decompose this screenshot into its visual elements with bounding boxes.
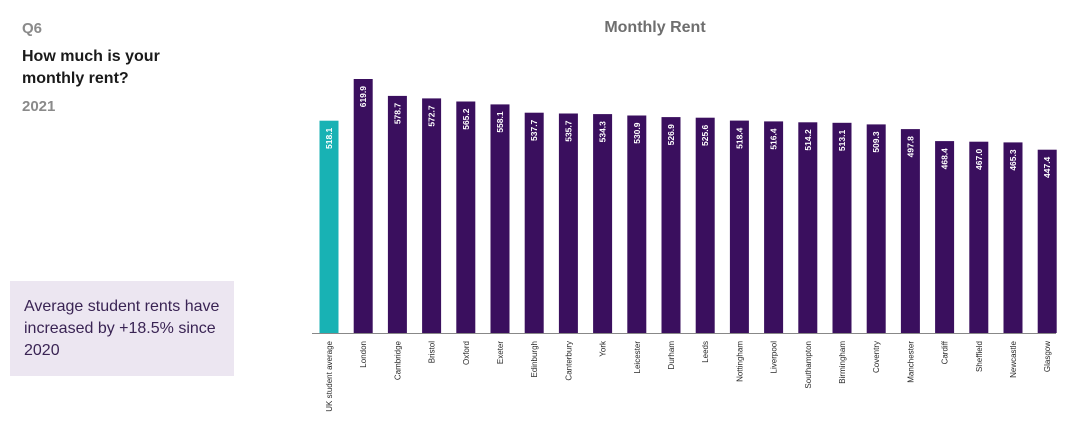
value-label: 509.3 (871, 131, 881, 153)
category-label: York (599, 340, 608, 357)
bar-southampton (798, 122, 818, 333)
category-label: Birmingham (838, 341, 847, 384)
bar-canterbury (558, 113, 578, 333)
bar-cambridge (387, 95, 407, 334)
value-label: 619.9 (358, 86, 368, 108)
year-label: 2021 (22, 98, 56, 115)
category-label: Glasgow (1043, 341, 1052, 372)
value-label: 514.2 (803, 129, 813, 151)
value-label: 518.1 (324, 127, 334, 149)
bar-sheffield (969, 141, 989, 333)
category-label: Canterbury (564, 341, 573, 381)
value-label: 535.7 (563, 120, 573, 142)
bar-london (353, 79, 373, 333)
bar-birmingham (832, 122, 852, 333)
value-label: 537.7 (529, 119, 539, 141)
category-label: Liverpool (770, 341, 779, 374)
bar-coventry (866, 124, 886, 334)
bar-uk-student-average (319, 120, 339, 333)
category-label: Cardiff (941, 340, 950, 364)
value-label: 534.3 (598, 121, 608, 143)
category-label: Bristol (428, 341, 437, 363)
category-label: Southampton (804, 341, 813, 389)
chart-title: Monthly Rent (604, 19, 706, 36)
value-label: 468.4 (940, 148, 950, 170)
category-label: Leicester (633, 341, 642, 374)
question-text: How much is your monthly rent? (22, 48, 160, 87)
bar-cardiff (935, 141, 955, 333)
bar-exeter (490, 104, 510, 334)
category-label: Nottingham (735, 341, 744, 382)
category-label: Exeter (496, 341, 505, 364)
bar-newcastle (1003, 142, 1023, 333)
callout-text: Average student rents have increased by … (24, 298, 220, 359)
bar-bristol (422, 98, 442, 334)
category-label: Newcastle (1009, 340, 1018, 377)
value-label: 465.3 (1008, 149, 1018, 171)
value-label: 447.4 (1042, 156, 1052, 178)
bar-durham (661, 117, 681, 333)
value-label: 516.4 (769, 128, 779, 150)
category-label: UK student average (325, 340, 334, 411)
callout-box: Average student rents have increased by … (10, 281, 234, 376)
value-label: 525.6 (700, 124, 710, 146)
value-label: 558.1 (495, 111, 505, 133)
category-label: Durham (667, 341, 676, 370)
value-label: 530.9 (632, 122, 642, 144)
bar-york (593, 114, 613, 333)
category-label: Sheffield (975, 341, 984, 372)
labels-layer: 518.1 UK student average 619.9 London 578.7 C… (324, 86, 1052, 412)
value-label: 572.7 (427, 105, 437, 127)
bar-leeds (695, 117, 715, 333)
value-label: 578.7 (392, 103, 402, 125)
category-label: Edinburgh (530, 341, 539, 377)
bar-leicester (627, 115, 647, 333)
bar-oxford (456, 101, 476, 333)
category-label: Manchester (906, 341, 915, 383)
value-label: 565.2 (461, 108, 471, 130)
question-code: Q6 (22, 20, 43, 37)
bar-manchester (900, 129, 920, 333)
bar-edinburgh (524, 112, 544, 333)
bar-glasgow (1037, 149, 1057, 333)
value-label: 497.8 (905, 136, 915, 158)
category-label: London (359, 341, 368, 368)
bars-layer (319, 79, 1057, 334)
bar-nottingham (729, 120, 749, 333)
value-label: 526.9 (666, 124, 676, 146)
value-label: 518.4 (734, 127, 744, 149)
value-label: 467.0 (974, 148, 984, 170)
category-label: Oxford (462, 341, 471, 365)
category-label: Leeds (701, 341, 710, 363)
value-label: 513.1 (837, 130, 847, 152)
bar-liverpool (764, 121, 784, 334)
category-label: Cambridge (393, 340, 402, 380)
category-label: Coventry (872, 341, 881, 373)
